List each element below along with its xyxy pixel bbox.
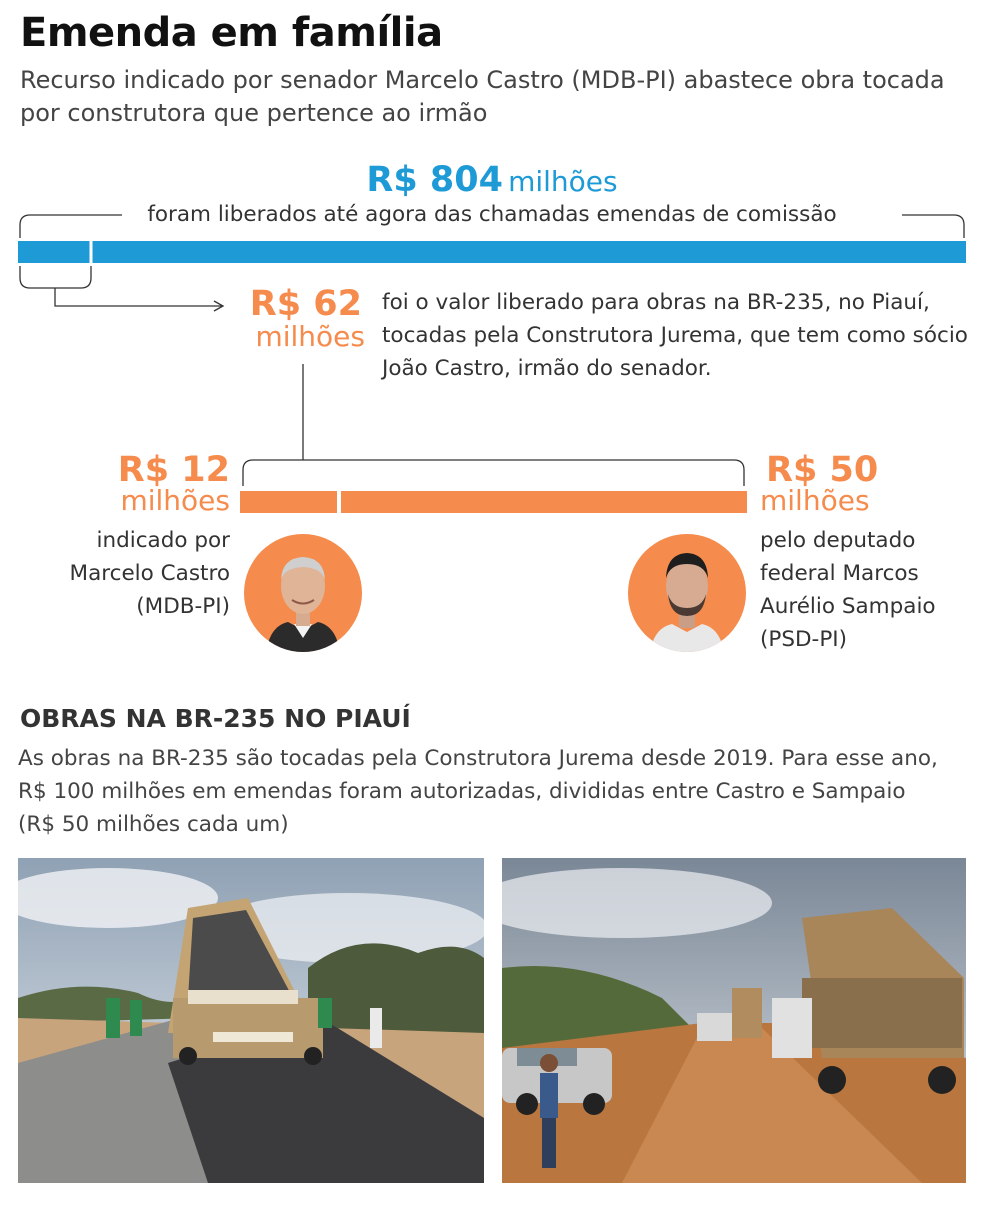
total-bar	[18, 241, 966, 263]
section-title: OBRAS NA BR-235 NO PIAUÍ	[20, 704, 411, 733]
sampaio-description: pelo deputado federal Marcos Aurélio Sam…	[760, 528, 936, 652]
total-unit: milhões	[508, 165, 618, 198]
page-subtitle: Recurso indicado por senador Marcelo Cas…	[20, 66, 945, 127]
sampaio-amount: R$ 50	[766, 450, 879, 490]
bar-diagram	[18, 214, 966, 513]
castro-amount: R$ 12	[117, 450, 230, 490]
person-icon	[266, 557, 340, 652]
br235-unit: milhões	[255, 320, 365, 353]
portrait-marcos-aurelio-sampaio	[628, 534, 746, 652]
split-bar	[240, 491, 747, 513]
page-title: Emenda em família	[20, 10, 443, 56]
br235-bracket	[19, 266, 92, 289]
total-bracket-left	[19, 214, 122, 238]
sampaio-unit: milhões	[760, 484, 870, 517]
photo-paving-truck	[18, 858, 484, 1183]
total-amount: R$ 804	[366, 160, 503, 200]
connector-arrow	[213, 300, 225, 312]
portrait-marcelo-castro	[244, 534, 362, 652]
castro-unit: milhões	[120, 484, 230, 517]
total-bracket-right	[902, 214, 965, 238]
total-description: foram liberados até agora das chamadas e…	[147, 202, 837, 227]
dirt-road-image	[502, 858, 966, 1183]
connector-line	[54, 288, 222, 307]
castro-description: indicado por Marcelo Castro (MDB-PI)	[69, 528, 230, 619]
photo-dirt-road-works	[502, 858, 966, 1183]
br235-amount: R$ 62	[249, 284, 362, 324]
total-amount-label: R$ 804 milhões	[0, 160, 984, 200]
br235-description: foi o valor liberado para obras na BR-23…	[382, 290, 968, 381]
person-icon	[650, 553, 724, 652]
split-bracket	[242, 459, 745, 486]
road-paving-image	[18, 858, 484, 1183]
section-description: As obras na BR-235 são tocadas pela Cons…	[18, 746, 938, 837]
